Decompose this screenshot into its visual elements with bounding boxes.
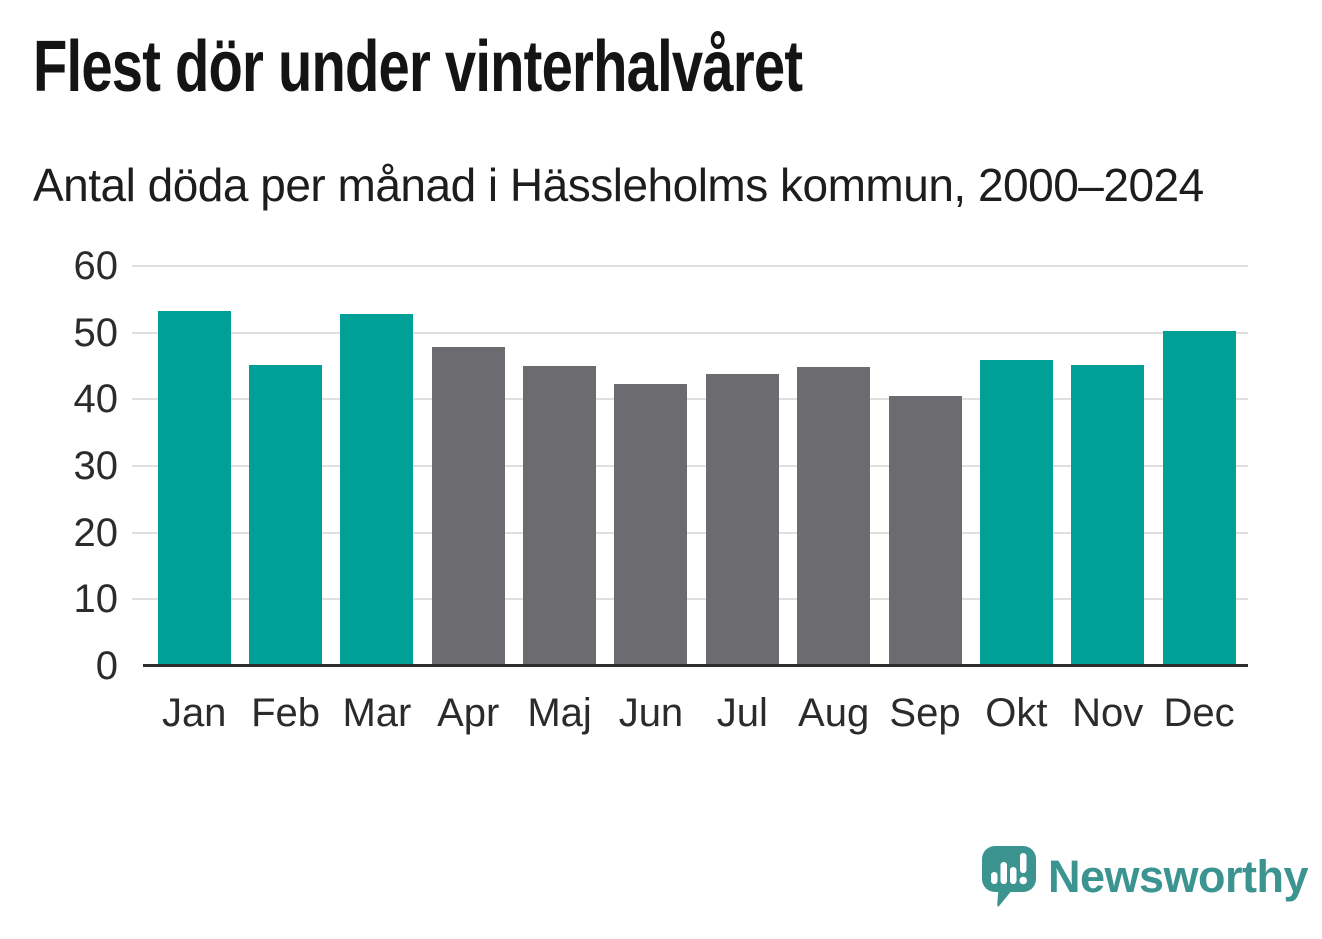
bar-jul [705,374,779,664]
y-tick-label-40: 40 [73,377,119,422]
x-tick-label-jul: Jul [716,691,768,735]
chart-subtitle: Antal döda per månad i Hässleholms kommu… [33,159,1204,211]
x-tick-label-mar: Mar [342,691,412,735]
newsworthy-logo: Newsworthy [982,846,1312,916]
y-tick-label-50: 50 [73,310,119,355]
x-tick-label-maj: Maj [527,691,592,735]
x-tick-label-sep: Sep [889,691,961,735]
gridline-10 [132,598,1248,601]
bar-dec [1162,330,1236,664]
y-tick-label-0: 0 [95,644,118,688]
gridline-60 [132,265,1248,267]
bar-jun [614,384,688,664]
gridline-30 [132,465,1248,467]
y-tick-label-30: 30 [73,444,119,488]
x-tick-label-nov: Nov [1072,691,1144,735]
bar-nov [1071,364,1145,664]
bar-aug [797,366,871,664]
gridline-20 [132,531,1248,534]
x-tick-label-aug: Aug [798,691,870,735]
newsworthy-speech-bubble-chart-icon [982,846,1036,907]
x-tick-label-jun: Jun [618,691,684,735]
x-tick-label-okt: Okt [985,691,1048,735]
x-tick-label-dec: Dec [1163,691,1235,735]
y-tick-label-20: 20 [73,510,119,555]
x-axis-line [143,664,1248,667]
y-tick-label-60: 60 [73,244,119,288]
x-tick-label-apr: Apr [437,691,500,735]
bar-mar [340,314,414,664]
bar-okt [979,360,1053,664]
chart-title: Flest dör under vinterhalvåret [33,27,803,107]
bar-maj [523,366,597,664]
x-tick-label-feb: Feb [251,691,321,735]
x-tick-label-jan: Jan [161,691,227,735]
y-tick-label-10: 10 [73,577,119,622]
bar-feb [249,364,323,664]
gridline-40 [132,398,1248,401]
bar-sep [888,396,962,664]
bar-apr [431,346,505,664]
gridline-50 [132,331,1248,334]
bar-jan [157,310,231,664]
newsworthy-logo-text: Newsworthy [1048,851,1309,902]
